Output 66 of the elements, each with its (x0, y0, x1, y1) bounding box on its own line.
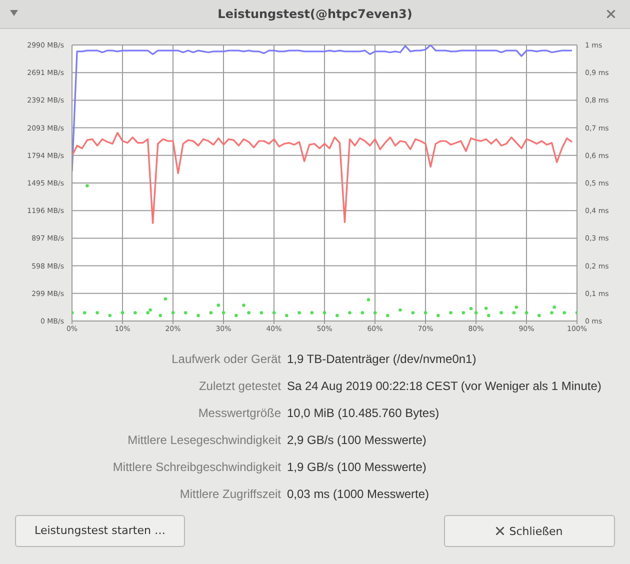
point (469, 306, 473, 310)
point (436, 314, 440, 318)
text: Mittlere Lesegeschwindigkeit (128, 433, 281, 447)
point (500, 311, 503, 314)
line-series (72, 132, 573, 224)
point (260, 311, 263, 314)
point (120, 311, 124, 314)
point (134, 311, 137, 314)
point (298, 311, 301, 314)
text: Laufwerk oder Gerät (172, 352, 281, 366)
point (322, 311, 326, 314)
text: Mittlere Schreibgeschwindigkeit (112, 460, 281, 474)
text: 10,0 MiB (10.485.760 Bytes) (287, 406, 440, 420)
point (184, 311, 188, 314)
point (96, 311, 99, 314)
point (474, 311, 478, 314)
point (424, 311, 428, 314)
point (487, 314, 490, 318)
point (108, 314, 112, 318)
point (146, 311, 150, 314)
point (398, 308, 402, 312)
text: Sa 24 Aug 2019 00:22:18 CEST (vor Weniger als 1 Minute) (287, 379, 602, 393)
point (360, 311, 364, 314)
point (171, 311, 175, 314)
text: Mittlere Zugriffszeit (180, 487, 281, 501)
point (164, 297, 168, 301)
point (222, 311, 226, 314)
point (242, 304, 246, 307)
point (272, 311, 276, 314)
text: 1,9 TB-Datenträger (/dev/nvme0n1) (287, 352, 476, 366)
point (158, 314, 162, 318)
point (373, 311, 377, 314)
point (552, 306, 556, 309)
point (216, 304, 220, 307)
text: 0,03 ms (1000 Messwerte) (287, 487, 430, 501)
line-series (72, 45, 573, 172)
text: Zuletzt getestet (198, 379, 281, 393)
point (247, 311, 250, 314)
point (462, 311, 465, 314)
text: 1,9 GB/s (100 Messwerte) (287, 460, 426, 474)
point (512, 311, 516, 314)
point (449, 311, 452, 314)
text: Leistungstest starten … (15, 515, 185, 547)
point (562, 311, 566, 314)
text: Messwertgröße (198, 406, 281, 420)
point (366, 298, 370, 302)
point (234, 314, 238, 318)
text: 2,9 GB/s (100 Messwerte) (287, 433, 426, 447)
point (83, 311, 86, 314)
point (310, 311, 314, 314)
chart-title: Leistungstest(@htpc7even3) (216, 7, 414, 21)
point (538, 314, 541, 318)
point (148, 308, 152, 312)
point (209, 311, 212, 314)
point (348, 311, 352, 314)
point (411, 311, 414, 314)
point (524, 311, 528, 314)
point (86, 184, 89, 188)
point (386, 314, 390, 318)
point (336, 314, 339, 318)
point (196, 314, 200, 318)
point (550, 311, 554, 314)
point (484, 306, 488, 310)
point (514, 306, 518, 309)
point (285, 314, 288, 318)
text: Schließen (509, 524, 563, 538)
